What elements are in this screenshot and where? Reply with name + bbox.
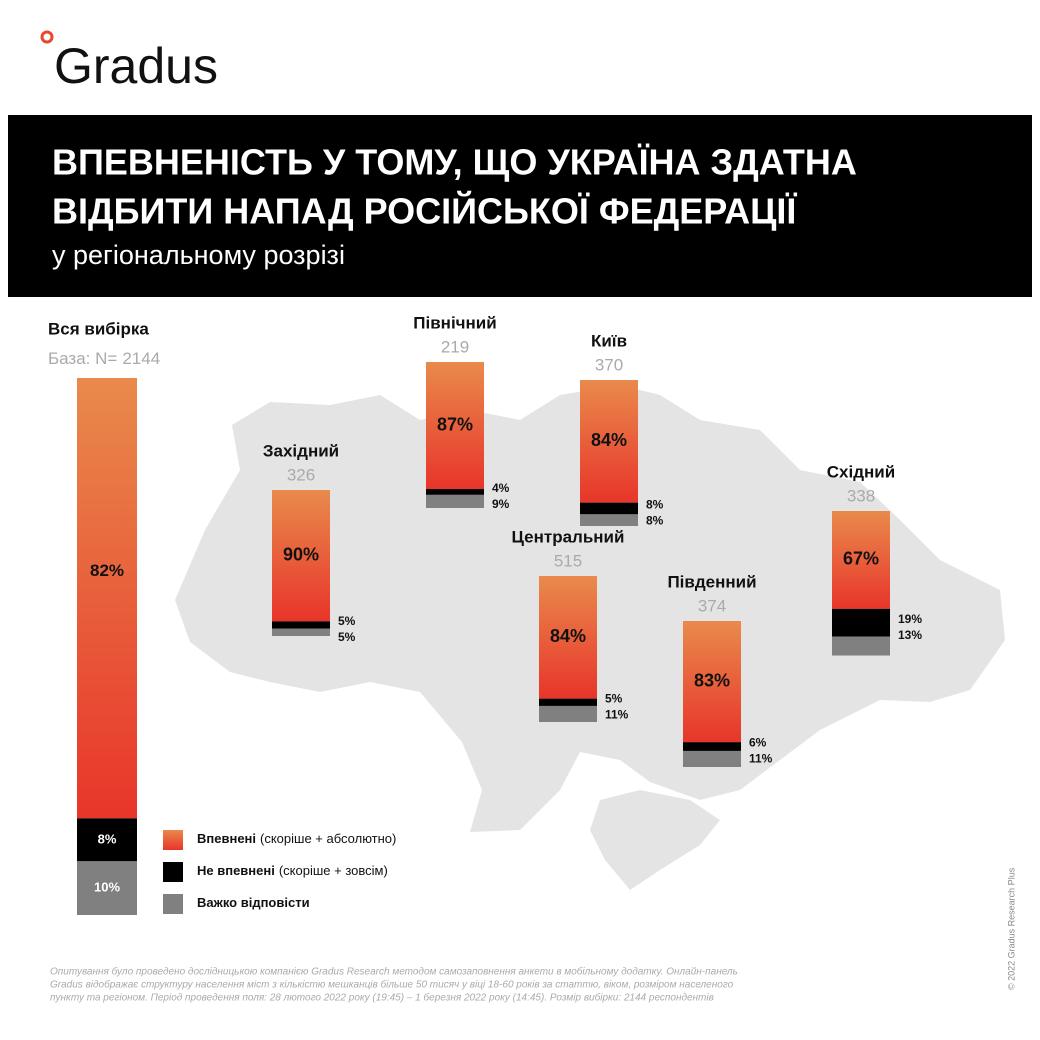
legend-name: Важко відповісти [197, 895, 310, 910]
value-label: 8% [646, 514, 664, 528]
value-label: 83% [694, 670, 730, 690]
legend-swatch [163, 862, 183, 882]
footnote: Опитування було проведено дослідницькою … [50, 966, 738, 978]
value-label: 67% [843, 549, 879, 569]
bar-segment [426, 489, 484, 495]
category-label: Південний [667, 572, 756, 591]
value-label: 5% [338, 630, 356, 644]
legend-description: (скоріше + зовсім) [279, 863, 388, 878]
copyright: © 2022 Gradus Research Plus [1006, 867, 1016, 990]
legend-swatch [163, 894, 183, 914]
category-label: Західний [263, 441, 339, 460]
base-value: 326 [287, 465, 315, 484]
bar-segment [539, 698, 597, 706]
category-label: Київ [591, 331, 627, 350]
footnote: пункту та регіоном. Період проведення по… [50, 992, 714, 1004]
value-label: 11% [749, 752, 773, 766]
bar-segment [77, 861, 137, 915]
value-label: 8% [98, 831, 117, 846]
base-value: 370 [595, 355, 623, 374]
value-label: 84% [591, 430, 627, 450]
value-label: 9% [492, 497, 510, 511]
bar-segment [539, 576, 597, 699]
base-value: 219 [441, 337, 469, 356]
category-label: Північний [413, 313, 496, 332]
base-label: База: N= 2144 [48, 349, 160, 368]
bar-segment [580, 380, 638, 503]
legend-name: Не впевнені [197, 863, 275, 878]
legend-description: (скоріше + абсолютно) [260, 831, 396, 846]
bar-segment [832, 636, 890, 656]
legend-swatch [163, 830, 183, 850]
logo-dot [40, 30, 54, 44]
value-label: 13% [898, 628, 922, 642]
bar-segment [426, 494, 484, 508]
value-label: 8% [646, 498, 664, 512]
legend-label: Важко відповісти [197, 895, 310, 910]
subtitle: у регіональному розрізі [52, 240, 345, 270]
category-label: Центральний [512, 527, 625, 546]
value-label: 6% [749, 736, 767, 750]
base-value: 2144 [122, 349, 160, 368]
bar-segment [272, 490, 330, 622]
bar-segment [272, 628, 330, 636]
header-band [8, 115, 1032, 297]
base-value: 338 [847, 486, 875, 505]
logo: Gradus [54, 38, 218, 94]
value-label: 84% [550, 626, 586, 646]
base-value: 374 [698, 596, 726, 615]
bar-segment [580, 514, 638, 526]
value-label: 82% [90, 561, 124, 580]
value-label: 4% [492, 481, 510, 495]
bar-segment [683, 750, 741, 767]
value-label: 5% [338, 614, 356, 628]
bar-segment [539, 705, 597, 722]
base-value: 515 [554, 551, 582, 570]
legend: Впевнені (скоріше + абсолютно) Не впевнені… [163, 830, 396, 914]
bar-segment [683, 621, 741, 743]
value-label: 5% [605, 691, 623, 705]
legend-label: Не впевнені (скоріше + зовсім) [197, 863, 388, 878]
bar-segment [77, 818, 137, 862]
category-label: Вся вибірка [48, 319, 149, 338]
value-label: 87% [437, 414, 473, 434]
value-label: 11% [605, 707, 629, 721]
title: ВІДБИТИ НАПАД РОСІЙСЬКОЇ ФЕДЕРАЦІЇ [52, 190, 797, 232]
legend-label: Впевнені (скоріше + абсолютно) [197, 831, 396, 846]
value-label: 10% [94, 880, 120, 895]
bar-segment [832, 608, 890, 637]
bar-segment [426, 362, 484, 490]
bar-segment [272, 621, 330, 629]
footnote: Gradus відображає структуру населення мі… [50, 979, 734, 991]
value-label: 90% [283, 544, 319, 564]
legend-name: Впевнені [197, 831, 256, 846]
bar-segment [77, 378, 137, 819]
bar-segment [683, 742, 741, 751]
category-label: Східний [827, 462, 895, 481]
base-text: База: N= [48, 349, 117, 368]
bar-segment [580, 502, 638, 515]
value-label: 19% [898, 612, 922, 626]
bar-segment [832, 511, 890, 609]
title: ВПЕВНЕНІСТЬ У ТОМУ, ЩО УКРАЇНА ЗДАТНА [52, 142, 857, 183]
